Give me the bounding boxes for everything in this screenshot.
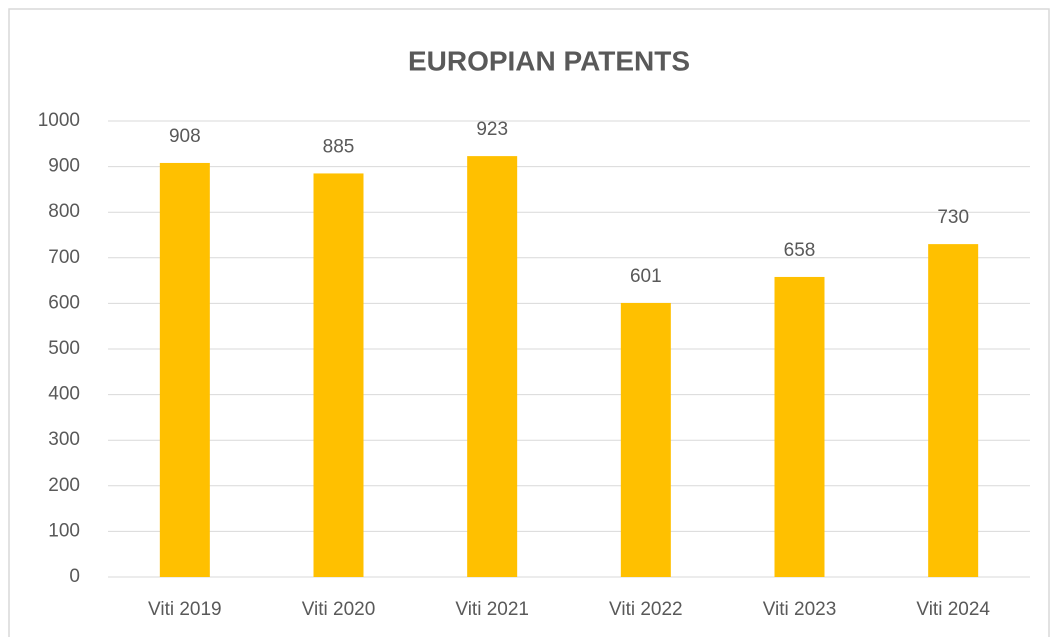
data-label: 730 — [937, 207, 969, 228]
x-tick-label: Viti 2023 — [763, 599, 837, 620]
data-label: 908 — [169, 126, 201, 147]
bar — [928, 244, 979, 577]
bar — [620, 302, 671, 577]
x-tick-label: Viti 2019 — [148, 599, 222, 620]
data-label: 885 — [323, 136, 355, 157]
x-tick-label: Viti 2020 — [302, 599, 376, 620]
y-tick-label: 200 — [48, 475, 80, 496]
data-label: 923 — [476, 119, 508, 140]
y-tick-label: 0 — [69, 566, 80, 587]
bar — [159, 162, 210, 577]
x-tick-label: Viti 2022 — [609, 599, 683, 620]
bar — [774, 276, 825, 577]
y-tick-label: 300 — [48, 429, 80, 450]
y-tick-label: 900 — [48, 156, 80, 177]
y-tick-label: 400 — [48, 384, 80, 405]
y-tick-label: 600 — [48, 292, 80, 313]
y-tick-label: 500 — [48, 338, 80, 359]
y-tick-label: 800 — [48, 201, 80, 222]
data-label: 601 — [630, 266, 662, 287]
x-tick-label: Viti 2024 — [916, 599, 990, 620]
data-label: 658 — [784, 240, 816, 261]
y-tick-label: 100 — [48, 520, 80, 541]
bar — [313, 173, 364, 577]
y-tick-label: 1000 — [38, 110, 80, 131]
bar — [467, 156, 518, 577]
y-tick-label: 700 — [48, 247, 80, 268]
chart-title: EUROPIAN PATENTS — [408, 45, 690, 76]
x-tick-label: Viti 2021 — [455, 599, 529, 620]
